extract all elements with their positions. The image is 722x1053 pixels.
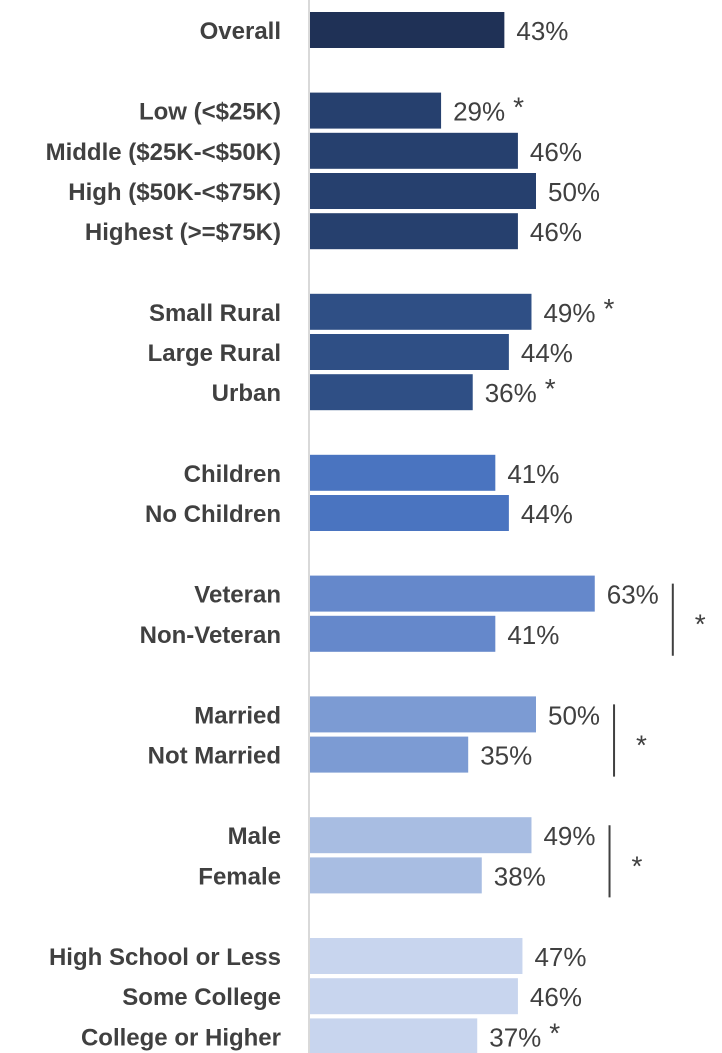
value-label: 36%	[485, 378, 537, 408]
value-label: 49%	[543, 821, 595, 851]
category-label: Children	[184, 461, 281, 488]
bar	[310, 374, 473, 411]
category-label: Small Rural	[149, 300, 281, 327]
category-label: High ($50K-<$75K)	[68, 179, 281, 206]
bar	[310, 454, 496, 491]
category-label: Male	[228, 823, 281, 850]
category-label: Overall	[200, 18, 281, 45]
category-label: Not Married	[148, 743, 281, 770]
bar	[310, 736, 469, 773]
bar	[310, 857, 482, 894]
value-label: 41%	[507, 620, 559, 650]
value-label: 37%	[489, 1022, 541, 1052]
bar	[310, 213, 518, 250]
significance-marker: *	[545, 373, 556, 404]
value-label: 46%	[530, 982, 582, 1012]
category-label: Non-Veteran	[140, 622, 281, 649]
value-label: 38%	[494, 861, 546, 891]
category-label: Female	[198, 863, 281, 890]
category-label: Some College	[122, 984, 281, 1011]
category-label: Veteran	[194, 582, 281, 609]
bar	[310, 132, 518, 169]
category-label: Urban	[212, 380, 281, 407]
bar	[310, 173, 536, 209]
category-label: High School or Less	[49, 944, 281, 971]
bar	[310, 978, 518, 1015]
value-label: 46%	[530, 137, 582, 167]
value-label: 50%	[548, 177, 600, 207]
value-label: 50%	[548, 700, 600, 730]
value-label: 63%	[607, 580, 659, 610]
bar	[310, 92, 442, 129]
value-label: 41%	[507, 459, 559, 489]
significance-marker: *	[604, 293, 615, 324]
bar	[310, 1018, 478, 1053]
value-label: 35%	[480, 741, 532, 771]
group-significance-marker: *	[695, 609, 706, 640]
value-label: 43%	[516, 16, 568, 46]
value-label: 44%	[521, 499, 573, 529]
significance-marker: *	[549, 1017, 560, 1048]
bar	[310, 12, 505, 48]
bar	[310, 817, 532, 854]
value-label: 47%	[534, 942, 586, 972]
category-label: Highest (>=$75K)	[85, 219, 281, 246]
bar	[310, 495, 509, 531]
bar	[310, 615, 496, 652]
bar	[310, 293, 532, 330]
significance-marker: *	[513, 92, 524, 123]
group-significance-marker: *	[636, 730, 647, 761]
value-label: 46%	[530, 217, 582, 247]
bar	[310, 575, 595, 612]
category-label: Low (<$25K)	[139, 99, 281, 126]
bar	[310, 334, 509, 370]
bar	[310, 696, 536, 733]
value-label: 29%	[453, 97, 505, 127]
category-label: Married	[194, 702, 281, 729]
bar	[310, 938, 523, 974]
value-label: 44%	[521, 338, 573, 368]
value-label: 49%	[543, 298, 595, 328]
group-significance-marker: *	[632, 850, 643, 881]
category-label: No Children	[145, 501, 281, 528]
category-label: Large Rural	[148, 340, 281, 367]
category-label: Middle ($25K-<$50K)	[46, 139, 281, 166]
category-label: College or Higher	[81, 1024, 281, 1051]
